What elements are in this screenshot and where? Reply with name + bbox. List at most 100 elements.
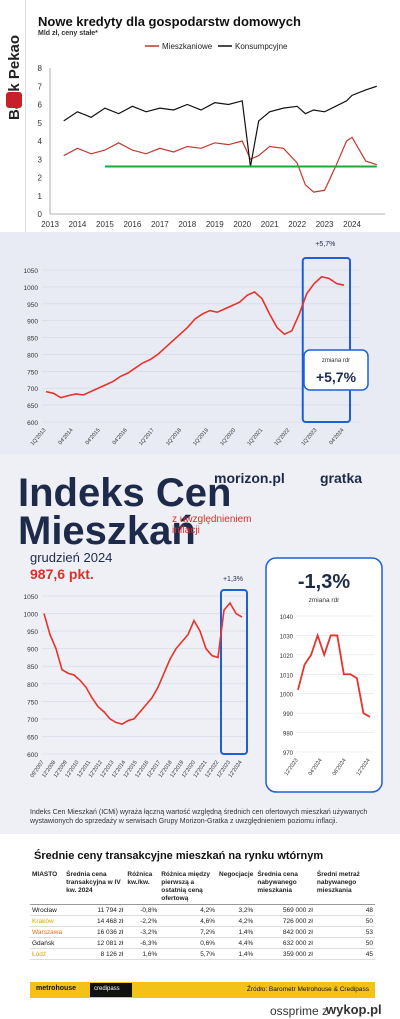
table-cell-diff: 7,2%	[159, 926, 218, 938]
y-tick-label: 1	[38, 192, 43, 201]
y-tick-label: 800	[27, 682, 38, 689]
zoom-y-tick-label: 980	[283, 732, 294, 738]
wykop-user[interactable]: ossprime z	[270, 1004, 328, 1018]
x-tick-label: 1Q'2023	[301, 427, 319, 447]
icm-panel: Indeks Cen Mieszkań z uwzględnieniem inf…	[0, 454, 400, 834]
icm-title-line1: Indeks Cen	[18, 471, 232, 515]
table-header-cell: MIASTO	[30, 870, 65, 905]
y-tick-label: 1050	[24, 268, 39, 275]
table-cell-city: Warszawa	[30, 926, 65, 938]
x-tick-label: 04'2015	[85, 427, 102, 446]
table-header-cell: Średnia cena nabywanego mieszkania	[255, 870, 315, 905]
table-row: Warszawa 16 036 zł -3,2% 7,2% 1,4% 842 000 zł…	[30, 926, 375, 938]
table-header-cell: Średnia cena transakcyjna w IV kw. 2024	[64, 870, 126, 905]
wykop-logo[interactable]: wykop.pl	[326, 1002, 382, 1017]
table-cell-city: Łódź	[30, 948, 65, 960]
x-tick-label: 1Q'2021	[246, 427, 264, 447]
table-cell-avg: 842 000 zł	[255, 926, 315, 938]
zoom-y-tick-label: 1040	[280, 615, 294, 621]
icm-title-note: z uwzględnieniem inflacji	[172, 514, 252, 536]
x-tick-label: 2017	[151, 220, 169, 229]
pekao-subtitle: Mld zł, ceny stałe*	[38, 30, 98, 37]
y-tick-label: 2	[38, 174, 43, 183]
y-tick-label: 7	[38, 82, 43, 91]
x-tick-label: 1Q'2019	[192, 427, 210, 447]
table-header-cell: Negocjacje	[217, 870, 256, 905]
y-tick-label: 5	[38, 119, 43, 128]
y-tick-label: 700	[27, 386, 38, 393]
series-line-0	[63, 136, 377, 193]
x-tick-label: 1Q'2018	[165, 427, 183, 447]
table-cell-avg: 359 000 zł	[255, 948, 315, 960]
x-tick-label: 1Q'2013	[30, 427, 48, 447]
table-cell-diff: 4,2%	[159, 904, 218, 916]
x-tick-label: 2014	[69, 220, 87, 229]
zoom-y-tick-label: 970	[283, 751, 294, 757]
y-tick-label: 750	[27, 369, 38, 376]
y-tick-label: 950	[27, 629, 38, 636]
table-cell-neg: 4,4%	[217, 937, 256, 949]
x-tick-label: 2015	[96, 220, 114, 229]
zoom-y-tick-label: 1010	[280, 673, 294, 679]
table-row: Gdańsk 12 081 zł -6,3% 0,6% 4,4% 632 000 zł 50	[30, 937, 375, 949]
highlight-label: +1,3%	[223, 576, 243, 583]
source-text: Źródło: Barometr Metrohouse & Credipass	[246, 986, 369, 993]
x-tick-label: 1Q'2022	[273, 427, 291, 447]
x-tick-label: 2020	[233, 220, 251, 229]
table-cell-avg: 569 000 zł	[255, 904, 315, 916]
y-tick-label: 600	[27, 752, 38, 759]
x-tick-label: 2013	[41, 220, 59, 229]
x-tick-label: 2024	[343, 220, 361, 229]
x-tick-label: 2023	[316, 220, 334, 229]
icm-month: grudzień 2024	[30, 550, 113, 565]
wykop-bar: ossprime z wykop.pl	[0, 1002, 400, 1019]
highlight-box	[220, 589, 248, 755]
icm-yoy-chart: 600 650 700 750 800 850 900 950 1000 1050 +5,7% 1Q'…	[24, 241, 369, 447]
table-cell-price: 8 126 zł	[64, 948, 126, 960]
legend-label: Konsumpcyjne	[235, 42, 288, 51]
table-cell-city: Wrocław	[30, 904, 65, 916]
table-cell-city: Gdańsk	[30, 937, 65, 949]
icm-yoy-panel: 600 650 700 750 800 850 900 950 1000 1050 +5,7% 1Q'…	[0, 232, 400, 454]
table-cell-qq: -0,8%	[125, 904, 160, 916]
table-cell-price: 11 794 zł	[64, 904, 126, 916]
icm-title-line2: Mieszkań	[18, 509, 196, 553]
pekao-mark-icon	[6, 92, 22, 108]
index-line	[43, 601, 243, 726]
y-tick-label: 0	[38, 210, 43, 219]
table-cell-diff: 0,6%	[159, 937, 218, 949]
pekao-sidebar: Bank Pekao	[0, 0, 26, 232]
series-line-1	[63, 85, 377, 167]
highlight-box	[301, 257, 351, 423]
table-header-cell: Średni metraż nabywanego mieszkania	[314, 870, 375, 905]
table-cell-qq: -6,3%	[125, 937, 160, 949]
morizon-logo: morizon.pl	[214, 470, 285, 486]
table-cell-area: 53	[314, 926, 375, 938]
table-row: Kraków 14 468 zł -2,2% 4,6% 4,2% 726 000 zł 50	[30, 915, 375, 927]
zoom-line	[297, 632, 371, 718]
x-tick-label: 2016	[123, 220, 141, 229]
y-tick-label: 900	[27, 647, 38, 654]
y-tick-label: 4	[38, 137, 43, 146]
y-tick-label: 6	[38, 101, 43, 110]
zoom-y-tick-label: 1000	[280, 693, 294, 699]
table-title: Średnie ceny transakcyjne mieszkań na ry…	[34, 850, 324, 862]
pekao-title: Nowe kredyty dla gospodarstw domowych	[38, 14, 301, 29]
wykop-username[interactable]: ossprime	[270, 1004, 319, 1018]
callout-box	[303, 349, 369, 391]
zoom-y-tick-label: 990	[283, 712, 294, 718]
y-tick-label: 800	[27, 352, 38, 359]
pekao-chart: 0 1 2 3 4 5 6 7 8 2013 2014 2015 2016 2017 2018 2019 202…	[38, 42, 385, 229]
x-tick-label: 04'2016	[112, 427, 129, 446]
callout-value: +5,7%	[316, 369, 357, 385]
table-cell-area: 50	[314, 937, 375, 949]
y-tick-label: 3	[38, 155, 43, 164]
gratka-logo: gratka	[320, 470, 363, 486]
table-cell-avg: 726 000 zł	[255, 915, 315, 927]
footer-bar: metrohouse credipass Źródło: Barometr Me…	[30, 982, 375, 998]
x-tick-label: 2021	[261, 220, 279, 229]
zoom-y-tick-label: 1030	[280, 634, 294, 640]
y-tick-label: 950	[27, 302, 38, 309]
table-cell-diff: 5,7%	[159, 948, 218, 960]
y-tick-label: 900	[27, 319, 38, 326]
